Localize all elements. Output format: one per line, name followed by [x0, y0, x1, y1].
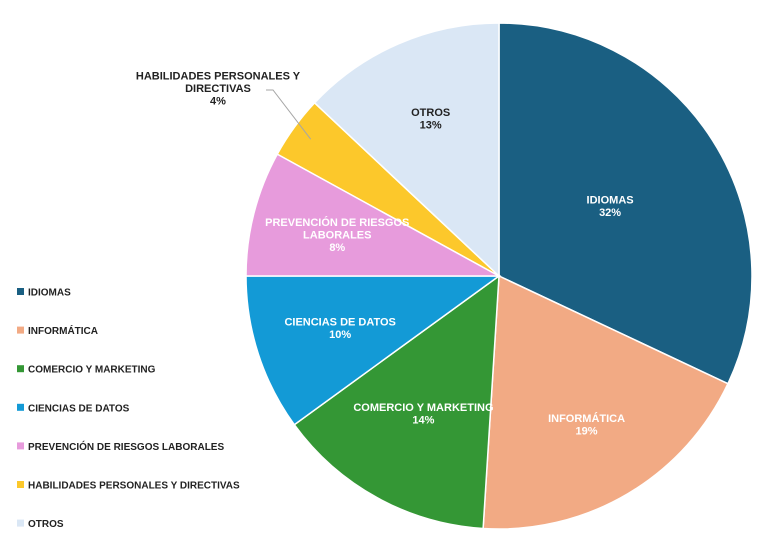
legend-swatch-ciencias-de-datos [17, 403, 24, 411]
legend-swatch-informatica [17, 326, 24, 334]
legend-label-habilidades-personales-y-directivas: HABILIDADES PERSONALES Y DIRECTIVAS [28, 481, 240, 492]
pie-slice-informatica [482, 274, 729, 530]
pie-slice-prevencion-de-riesgos-laborales [245, 153, 500, 277]
pie-slice-idiomas [498, 22, 753, 385]
data-label-ciencias-de-datos: CIENCIAS DE DATOS 10% [284, 316, 395, 341]
data-label-prevencion-de-riesgos-laborales: PREVENCIÓN DE RIESGOS LABORALES 8% [265, 216, 409, 254]
data-label-habilidades-personales-y-directivas: HABILIDADES PERSONALES Y DIRECTIVAS 4% [136, 71, 301, 108]
legend-swatch-otros [17, 519, 24, 527]
leader-line-habilidades-personales-y-directivas [266, 89, 312, 140]
legend-label-comercio-y-marketing: COMERCIO Y MARKETING [28, 365, 156, 376]
pie-slice-otros [313, 22, 500, 278]
legend-label-informatica: INFORMÁTICA [28, 324, 98, 337]
pie-slice-comercio-y-marketing [293, 274, 500, 530]
data-label-informatica: INFORMÁTICA 19% [548, 412, 625, 438]
legend-swatch-comercio-y-marketing [17, 365, 24, 373]
legend-swatch-habilidades-personales-y-directivas [17, 481, 24, 488]
legend-label-otros: OTROS [28, 519, 64, 530]
leader-lines [266, 89, 312, 140]
slice-labels: IDIOMAS 32% INFORMÁTICA 19% COMERCIO Y MARKE… [136, 71, 634, 438]
data-label-comercio-y-marketing: COMERCIO Y MARKETING 14% [353, 402, 493, 427]
legend: IDIOMAS INFORMÁTICA COMERCIO Y MARKETING CI… [17, 288, 240, 530]
legend-swatch-prevencion-de-riesgos-laborales [17, 442, 24, 450]
data-label-idiomas: IDIOMAS 32% [587, 194, 634, 219]
legend-label-idiomas: IDIOMAS [28, 288, 71, 299]
pie-slices [245, 22, 753, 530]
legend-swatch-idiomas [17, 288, 24, 295]
legend-label-ciencias-de-datos: CIENCIAS DE DATOS [28, 403, 130, 414]
data-label-otros: OTROS 13% [411, 107, 450, 132]
legend-label-prevencion-de-riesgos-laborales: PREVENCIÓN DE RIESGOS LABORALES [28, 440, 224, 453]
pie-slice-ciencias-de-datos [245, 275, 502, 426]
